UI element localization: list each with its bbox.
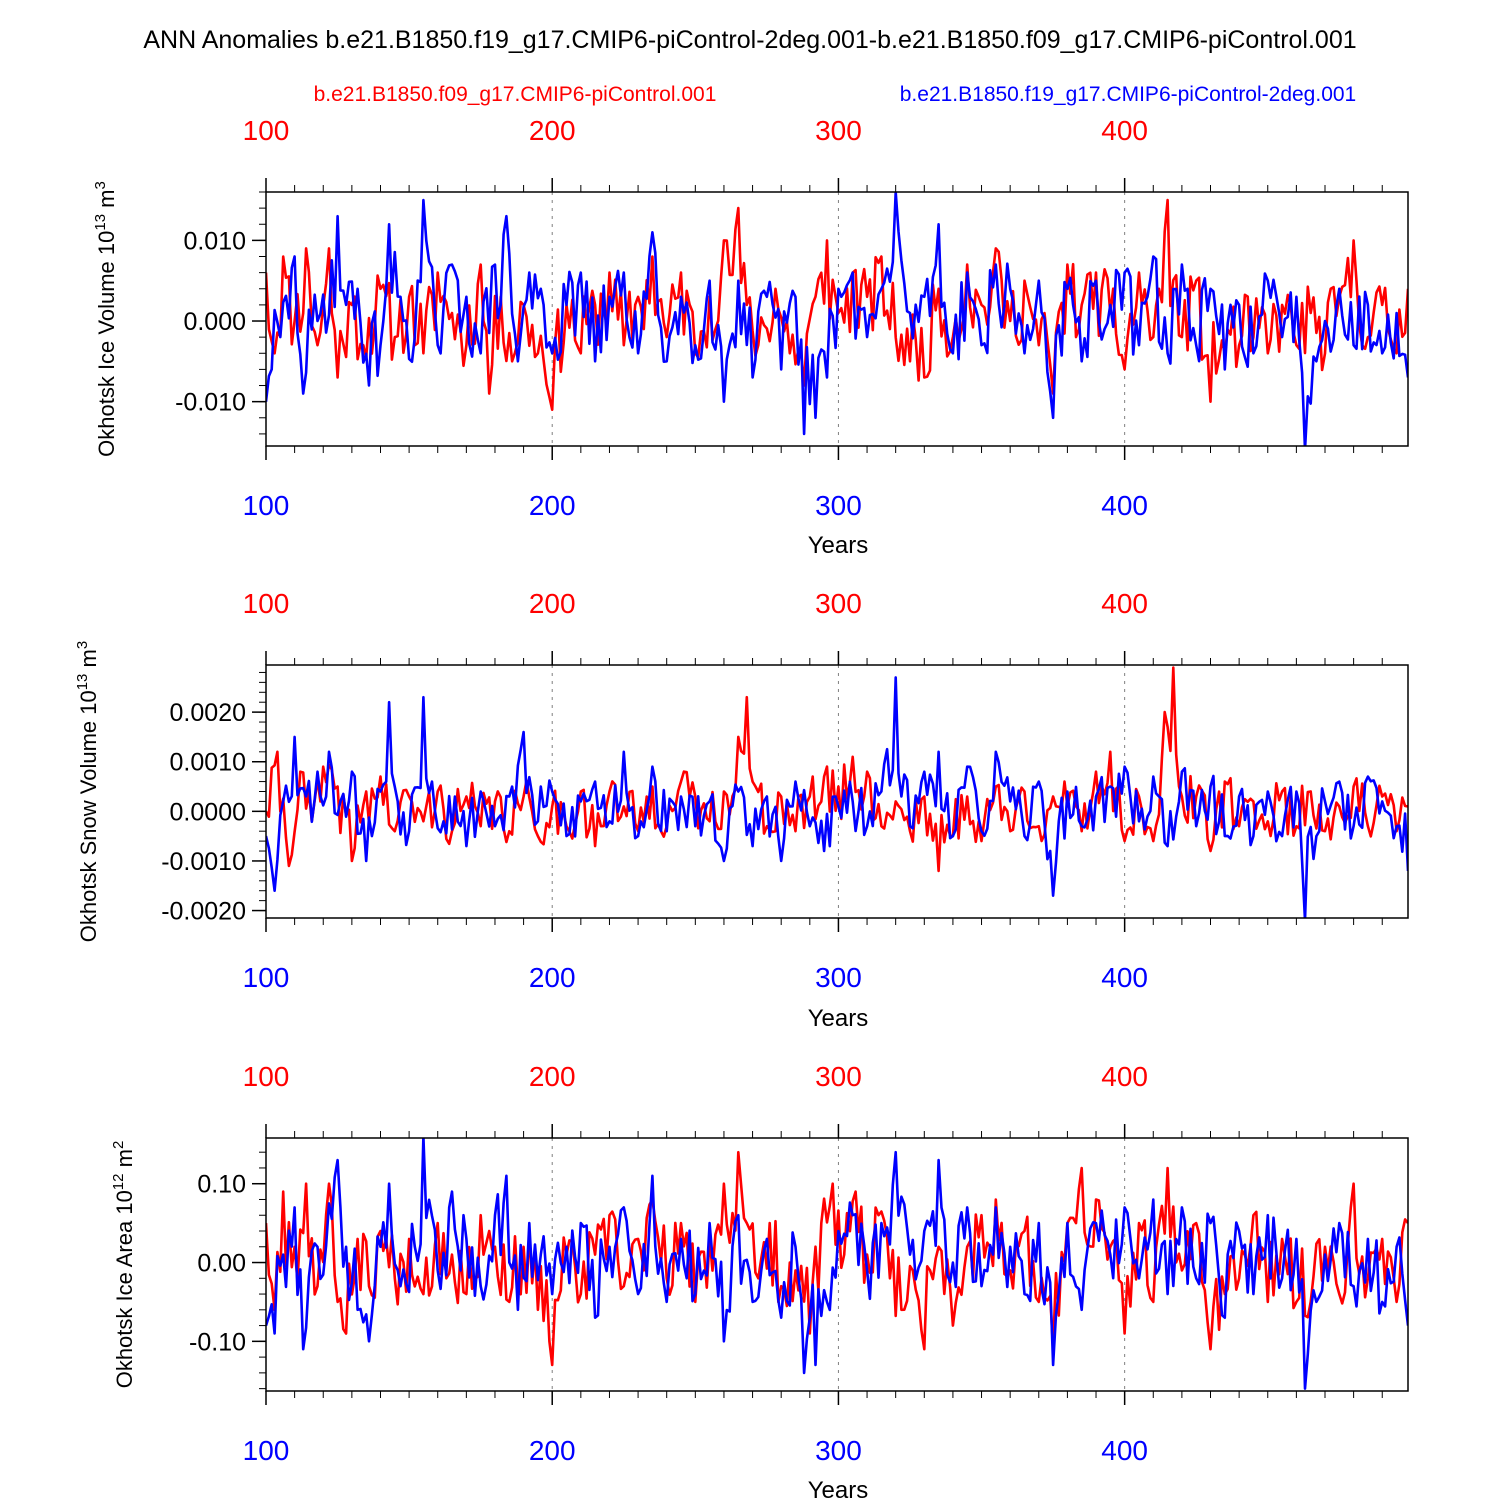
- y-axis-label: Okhotsk Ice Area 1012 m2: [110, 1141, 137, 1389]
- x-tick-label-bottom: 400: [1101, 1435, 1148, 1466]
- y-axis-label-text: Okhotsk Ice Volume 10: [94, 231, 119, 457]
- y-tick-label: 0.00: [197, 1250, 246, 1278]
- x-tick-label-top: 300: [815, 588, 862, 619]
- y-axis-label-unit-exponent: 2: [110, 1141, 127, 1149]
- x-axis-label: Years: [808, 1477, 869, 1500]
- x-tick-label-top: 300: [815, 115, 862, 146]
- x-tick-label-bottom: 300: [815, 490, 862, 521]
- y-axis-label-unit-exponent: 3: [74, 641, 91, 649]
- chart-title: ANN Anomalies b.e21.B1850.f19_g17.CMIP6-…: [143, 26, 1356, 54]
- chart-panel-snow-volume: -0.0020 -0.0010 0.0000 0.0010 0.0020 100 100 20…: [74, 588, 1409, 1032]
- x-tick-label-top: 200: [529, 115, 576, 146]
- chart-panels: -0.010 0.000 0.010 100 100 200 200 300 300 400 400…: [74, 115, 1409, 1500]
- plot-frame: [265, 1137, 1409, 1392]
- legend-blue-series-label: b.e21.B1850.f19_g17.CMIP6-piControl-2deg…: [900, 83, 1356, 106]
- plot-frame: [265, 191, 1409, 447]
- y-tick-label: 0.0000: [170, 798, 246, 826]
- x-axis-label: Years: [808, 1005, 869, 1032]
- chart-panel-ice-volume: -0.010 0.000 0.010 100 100 200 200 300 300 400 400…: [92, 115, 1409, 559]
- x-tick-label-top: 400: [1101, 1061, 1148, 1092]
- x-tick-label-top: 200: [529, 1061, 576, 1092]
- y-tick-label: -0.0010: [161, 848, 246, 876]
- y-axis-label: Okhotsk Snow Volume 1013 m3: [74, 641, 101, 942]
- x-tick-label-bottom: 200: [529, 962, 576, 993]
- y-axis-label-exponent: 13: [74, 674, 91, 691]
- series-line-blue: [266, 192, 1408, 446]
- x-tick-label-bottom: 400: [1101, 962, 1148, 993]
- x-tick-label-bottom: 200: [529, 1435, 576, 1466]
- x-tick-label-top: 400: [1101, 588, 1148, 619]
- y-axis-label-unit: m: [94, 189, 119, 213]
- x-tick-label-top: 300: [815, 1061, 862, 1092]
- y-tick-label: 0.0010: [170, 749, 246, 777]
- y-tick-label: 0.0020: [170, 699, 246, 727]
- y-tick-label: 0.000: [183, 308, 246, 336]
- series-line-red: [266, 1150, 1408, 1367]
- series-line-blue: [266, 1138, 1408, 1390]
- y-axis-label-text: Okhotsk Ice Area 10: [112, 1190, 137, 1388]
- x-tick-label-top: 200: [529, 588, 576, 619]
- y-tick-label: 0.010: [183, 227, 246, 255]
- y-tick-label: -0.10: [189, 1328, 246, 1356]
- x-tick-label-bottom: 100: [243, 490, 290, 521]
- y-axis-label-exponent: 12: [110, 1174, 127, 1191]
- y-axis-label: Okhotsk Ice Volume 1013 m3: [92, 181, 119, 457]
- y-tick-label: 0.10: [197, 1171, 246, 1199]
- x-tick-label-top: 400: [1101, 115, 1148, 146]
- x-axis-label: Years: [808, 532, 869, 559]
- y-axis-label-exponent: 13: [92, 214, 109, 231]
- x-tick-label-bottom: 100: [243, 962, 290, 993]
- x-tick-label-bottom: 100: [243, 1435, 290, 1466]
- x-tick-label-top: 100: [243, 1061, 290, 1092]
- y-tick-label: -0.0020: [161, 898, 246, 926]
- x-tick-label-top: 100: [243, 588, 290, 619]
- legend-red-series-label: b.e21.B1850.f09_g17.CMIP6-piControl.001: [314, 83, 717, 106]
- chart-panel-ice-area: -0.10 0.00 0.10 100 100 200 200 300 300 400 400 Yea…: [110, 1061, 1409, 1500]
- x-tick-label-bottom: 300: [815, 962, 862, 993]
- x-tick-label-bottom: 400: [1101, 490, 1148, 521]
- y-axis-label-unit-exponent: 3: [92, 181, 109, 189]
- y-axis-label-text: Okhotsk Snow Volume 10: [76, 690, 101, 942]
- y-axis-label-unit: m: [76, 649, 101, 673]
- x-tick-label-top: 100: [243, 115, 290, 146]
- x-tick-label-bottom: 200: [529, 490, 576, 521]
- y-axis-label-unit: m: [112, 1149, 137, 1173]
- y-tick-label: -0.010: [175, 389, 246, 417]
- x-tick-label-bottom: 300: [815, 1435, 862, 1466]
- series-line-blue: [266, 676, 1408, 918]
